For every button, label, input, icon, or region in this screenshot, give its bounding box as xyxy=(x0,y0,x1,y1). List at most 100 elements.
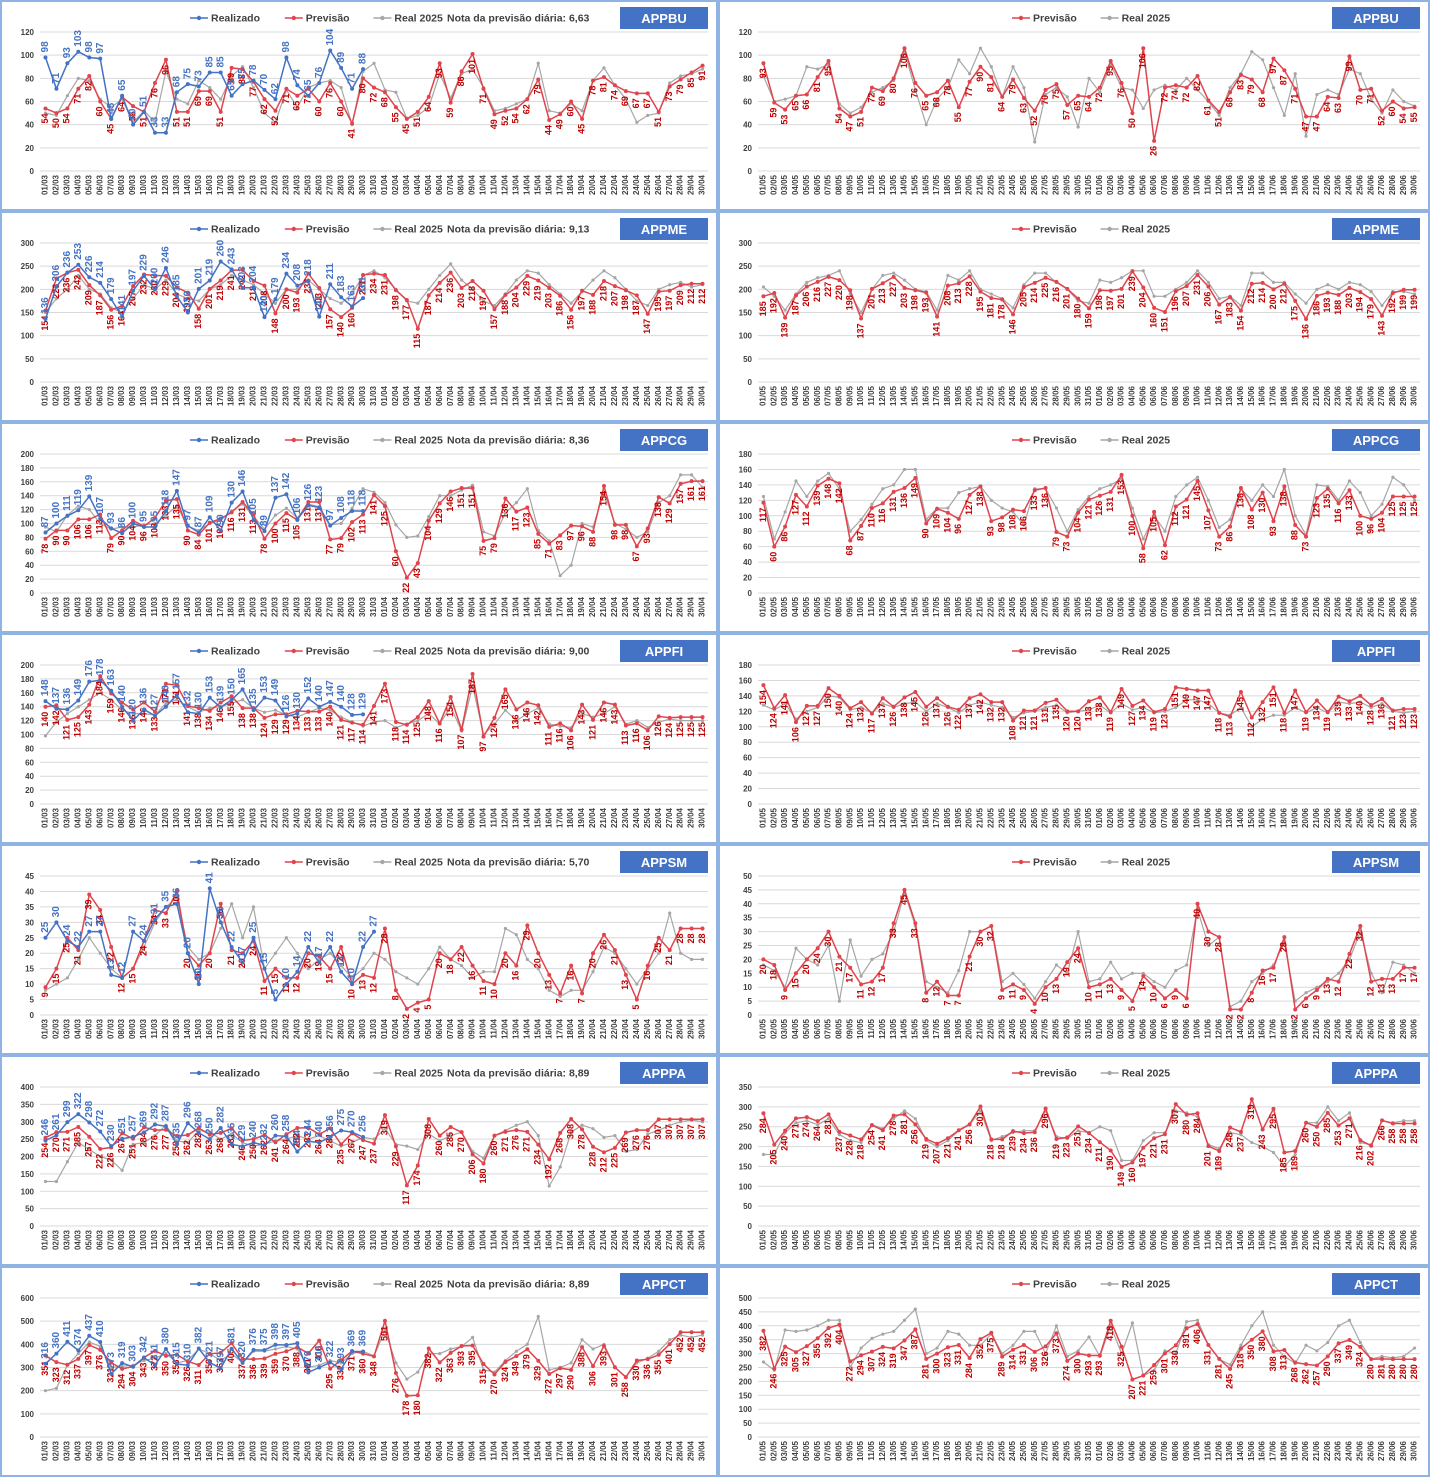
x-tick-label: 05/04 xyxy=(424,385,433,406)
data-label: 280 xyxy=(1181,1120,1191,1135)
data-point xyxy=(935,314,940,319)
data-point xyxy=(1271,280,1276,284)
data-point xyxy=(924,1137,929,1142)
x-tick-label: 17/03 xyxy=(216,174,225,195)
data-label: 16 xyxy=(1257,976,1267,986)
data-label: 133 xyxy=(1344,495,1354,510)
data-point xyxy=(284,511,289,516)
data-point xyxy=(427,287,431,291)
data-label: 104 xyxy=(942,518,952,533)
x-tick-label: 20/03 xyxy=(249,1018,258,1039)
station-badge: APPME xyxy=(620,218,708,240)
data-label: 40 xyxy=(171,896,181,906)
data-point xyxy=(229,1126,234,1131)
data-label: 222 xyxy=(95,1154,105,1169)
x-tick-label: 07/05 xyxy=(824,596,833,617)
x-tick-label: 08/06 xyxy=(1171,174,1180,195)
data-point xyxy=(383,501,387,505)
data-point xyxy=(174,109,179,114)
data-label: 149 xyxy=(1116,694,1126,709)
data-label: 108 xyxy=(149,523,159,538)
data-point xyxy=(163,266,168,271)
data-point xyxy=(174,1133,179,1138)
data-point xyxy=(1337,971,1341,975)
data-point xyxy=(120,704,125,709)
x-tick-label: 17/05 xyxy=(932,174,941,195)
data-point xyxy=(1087,306,1091,311)
data-point xyxy=(394,523,398,527)
data-point xyxy=(54,920,59,925)
data-label: 251 xyxy=(117,1117,128,1134)
data-point xyxy=(1390,291,1395,296)
data-point xyxy=(131,1134,136,1139)
data-point xyxy=(394,725,398,730)
data-point xyxy=(1336,292,1341,297)
data-point xyxy=(339,536,344,541)
data-point xyxy=(881,952,885,956)
data-point xyxy=(880,965,885,970)
data-label: 307 xyxy=(653,1124,663,1139)
x-tick-label: 18/05 xyxy=(943,1229,952,1250)
x-tick-label: 16/06 xyxy=(1258,1018,1267,1039)
data-label: 87 xyxy=(40,516,51,528)
data-point xyxy=(196,706,201,711)
data-label: 437 xyxy=(84,1314,95,1331)
data-point xyxy=(449,705,453,709)
x-tick-label: 16/04 xyxy=(544,1229,553,1250)
x-tick-label: 19/03 xyxy=(238,1018,247,1039)
data-point xyxy=(580,1123,584,1127)
data-point xyxy=(328,1126,333,1131)
data-point xyxy=(273,97,278,102)
station-badge: APPFI xyxy=(620,640,708,662)
data-point xyxy=(492,722,497,726)
x-tick-label: 23/06 xyxy=(1334,807,1343,828)
data-point xyxy=(98,951,102,955)
data-point xyxy=(1271,287,1276,292)
x-tick-label: 11/05 xyxy=(867,385,876,405)
data-point xyxy=(218,700,223,705)
data-point xyxy=(783,702,787,706)
data-point xyxy=(848,1133,853,1138)
data-label: 388 xyxy=(292,1352,302,1367)
legend-label: Previsão xyxy=(1033,1068,1077,1080)
data-label: 8 xyxy=(1246,998,1256,1003)
data-point xyxy=(794,946,798,950)
x-tick-label: 17/03 xyxy=(216,385,225,406)
data-point xyxy=(273,966,278,971)
y-tick-label: 140 xyxy=(21,492,35,501)
data-point xyxy=(1065,960,1070,965)
data-point xyxy=(1130,513,1135,518)
data-point xyxy=(76,49,81,54)
data-point xyxy=(76,1141,80,1145)
data-point xyxy=(1314,1124,1319,1129)
x-tick-label: 01/06 xyxy=(1095,1440,1104,1461)
data-point xyxy=(54,297,59,301)
data-point xyxy=(174,294,179,299)
data-point xyxy=(891,489,896,494)
x-tick-label: 16/06 xyxy=(1258,1440,1267,1461)
x-tick-label: 21/05 xyxy=(976,385,985,406)
data-point xyxy=(1173,987,1178,992)
data-point xyxy=(196,84,201,89)
x-tick-label: 20/04 xyxy=(588,1229,597,1250)
data-point xyxy=(656,714,661,719)
data-label: 319 xyxy=(117,1341,128,1358)
x-tick-label: 16/04 xyxy=(544,1018,553,1039)
x-tick-label: 15/04 xyxy=(533,1440,542,1461)
y-tick-label: 180 xyxy=(21,675,35,684)
legend-label: Previsão xyxy=(306,224,350,236)
data-label: 140 xyxy=(336,322,346,337)
data-label: 148 xyxy=(823,484,833,499)
data-point xyxy=(328,708,332,712)
data-point xyxy=(902,467,907,472)
x-tick-label: 15/06 xyxy=(1247,807,1256,828)
data-label: 60 xyxy=(565,107,575,117)
data-point xyxy=(1250,980,1254,984)
data-label: 107 xyxy=(456,735,466,750)
data-label: 146 xyxy=(1007,319,1017,334)
x-tick-label: 18/04 xyxy=(566,1440,575,1461)
data-label: 86 xyxy=(1224,532,1234,542)
data-label: 41 xyxy=(204,872,215,884)
legend-entry-previsao: Previsão xyxy=(284,857,350,869)
